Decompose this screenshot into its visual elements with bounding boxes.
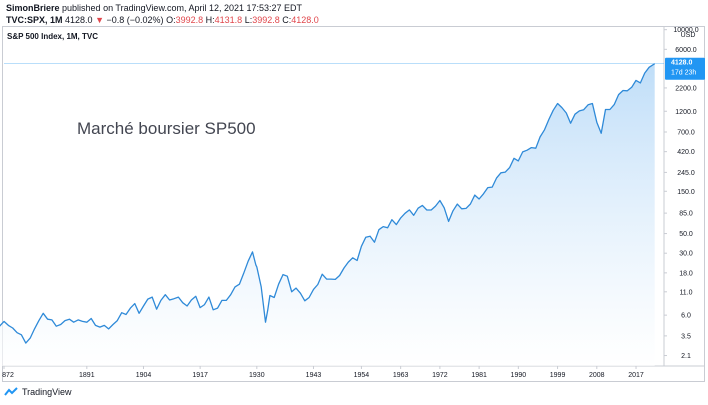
close-value: 4128.0 — [291, 15, 319, 25]
y-tick-label: 245.0 — [677, 170, 695, 177]
publish-info: SimonBriere published on TradingView.com… — [6, 3, 302, 13]
tradingview-logo-icon — [4, 387, 18, 396]
currency-label: USD — [681, 32, 696, 39]
x-tick-label: 1954 — [354, 372, 370, 379]
open-value: 3992.8 — [175, 15, 204, 25]
high-value: 4131.8 — [214, 15, 243, 25]
x-tick-label: 1943 — [306, 372, 322, 379]
y-tick-label: 3.5 — [681, 333, 691, 340]
x-tick-label: 1963 — [393, 372, 409, 379]
x-tick-label: 2008 — [589, 372, 605, 379]
y-tick-label: 11.0 — [679, 289, 692, 296]
close-label: C: — [282, 15, 292, 25]
price-tag-value: 4128.0 — [671, 60, 693, 67]
y-tick-label: 10000.0 — [673, 27, 698, 34]
x-tick-label: 1891 — [79, 372, 95, 379]
open-label: O: — [166, 15, 176, 25]
annotation-text: Marché boursier SP500 — [77, 119, 256, 138]
x-tick-label: 872 — [2, 372, 14, 379]
y-tick-label: 85.0 — [679, 211, 693, 218]
price-line — [0, 63, 656, 344]
last-price: 4128.0 — [65, 15, 93, 25]
change-value: −0.8 (−0.02%) — [106, 15, 164, 25]
y-tick-label: 6000.0 — [675, 47, 697, 54]
y-tick-label: 1200.0 — [675, 109, 697, 116]
chart-title: S&P 500 Index, 1M, TVC — [7, 32, 98, 41]
y-tick-label: 420.0 — [677, 149, 695, 156]
chart-frame — [2, 26, 705, 382]
footer[interactable]: TradingView — [4, 387, 72, 397]
x-tick-label: 1904 — [136, 372, 152, 379]
high-label: H: — [205, 15, 215, 25]
x-tick-label: 1972 — [432, 372, 448, 379]
y-tick-label: 18.0 — [679, 270, 693, 277]
x-tick-label: 1990 — [511, 372, 527, 379]
x-tick-label: 1917 — [192, 372, 208, 379]
y-tick-label: 2.1 — [681, 353, 691, 360]
y-tick-label: 2200.0 — [675, 85, 697, 92]
low-value: 3992.8 — [252, 15, 280, 25]
author-name: SimonBriere — [6, 3, 60, 13]
x-tick-label: 1930 — [249, 372, 265, 379]
y-tick-label: 700.0 — [677, 129, 695, 136]
y-tick-label: 30.0 — [679, 251, 693, 258]
footer-brand: TradingView — [22, 387, 72, 397]
price-area-fill — [0, 63, 655, 366]
x-tick-label: 1999 — [550, 372, 566, 379]
ohlc-legend: TVC:SPX, 1M 4128.0 ▼ −0.8 (−0.02%) O:399… — [6, 15, 319, 25]
symbol-label: TVC:SPX, 1M — [6, 15, 63, 25]
x-tick-label: 1981 — [471, 372, 487, 379]
price-tag-countdown: 17d 23h — [671, 70, 696, 77]
x-tick-label: 2017 — [628, 372, 644, 379]
down-arrow-icon: ▼ — [95, 15, 104, 25]
y-tick-label: 150.0 — [677, 189, 695, 196]
y-tick-label: 6.0 — [681, 313, 691, 320]
publish-details: published on TradingView.com, April 12, … — [59, 3, 303, 13]
low-label: L: — [244, 15, 253, 25]
y-tick-label: 50.0 — [679, 231, 693, 238]
price-tag: 4128.0 17d 23h — [665, 57, 705, 80]
